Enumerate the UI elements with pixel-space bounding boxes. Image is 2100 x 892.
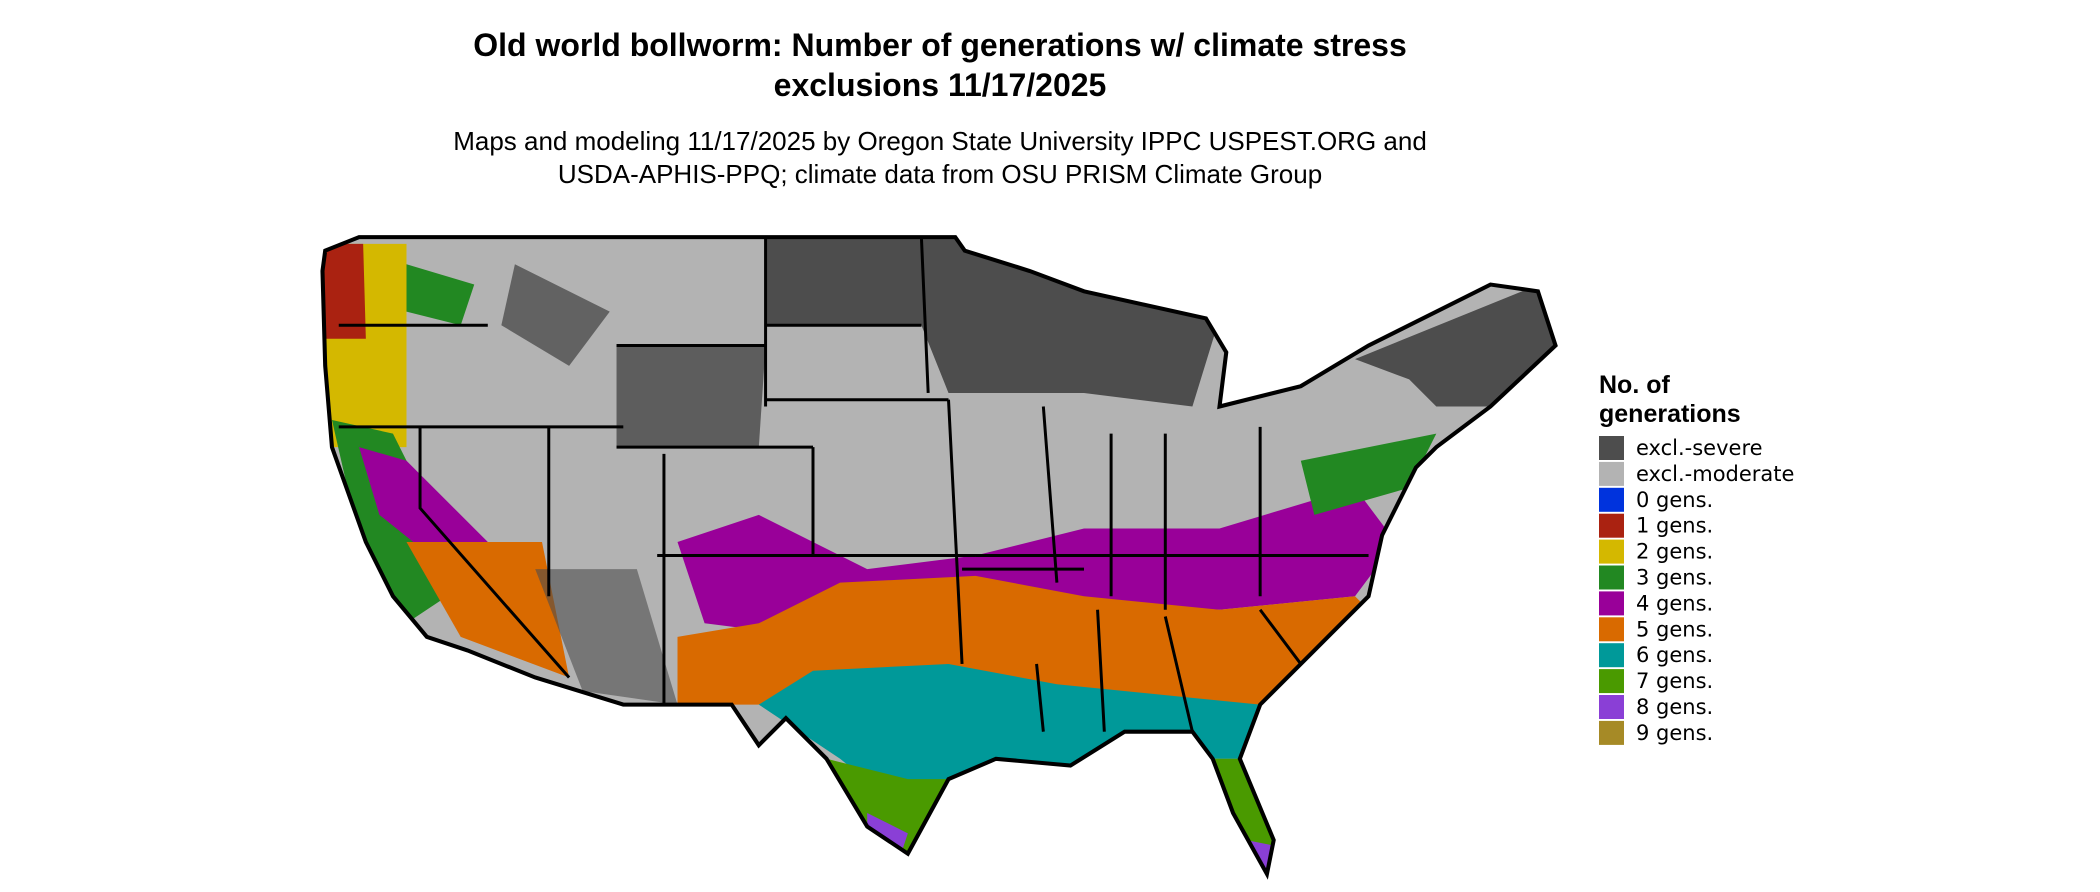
legend-swatch xyxy=(1599,643,1624,668)
legend-swatch xyxy=(1599,669,1624,694)
legend-label: 8 gens. xyxy=(1636,695,1713,719)
map xyxy=(320,235,1558,880)
legend-label: 7 gens. xyxy=(1636,669,1713,693)
subtitle: Maps and modeling 11/17/2025 by Oregon S… xyxy=(453,126,1427,156)
legend-swatch xyxy=(1599,720,1624,745)
legend-label: 0 gens. xyxy=(1636,488,1713,512)
title: exclusions 11/17/2025 xyxy=(774,67,1107,103)
legend-swatch xyxy=(1599,539,1624,564)
legend-label: 3 gens. xyxy=(1636,566,1713,590)
legend-label: excl.-moderate xyxy=(1636,462,1794,486)
legend-label: excl.-severe xyxy=(1636,436,1763,460)
legend-title: generations xyxy=(1599,400,1741,428)
legend-label: 5 gens. xyxy=(1636,617,1713,641)
legend-label: 1 gens. xyxy=(1636,514,1713,538)
legend-swatch xyxy=(1599,565,1624,590)
legend-label: 2 gens. xyxy=(1636,540,1713,564)
title: Old world bollworm: Number of generation… xyxy=(473,27,1407,63)
subtitle: USDA-APHIS-PPQ; climate data from OSU PR… xyxy=(558,159,1322,189)
legend-swatch xyxy=(1599,617,1624,642)
legend-swatch xyxy=(1599,461,1624,486)
legend-swatch xyxy=(1599,487,1624,512)
legend-swatch xyxy=(1599,436,1624,460)
legend: No. of generations excl.-severeexcl.-mod… xyxy=(1599,371,1794,745)
legend-label: 6 gens. xyxy=(1636,643,1713,667)
legend-swatch xyxy=(1599,695,1624,719)
legend-swatch xyxy=(1599,513,1624,538)
legend-label: 4 gens. xyxy=(1636,591,1713,615)
legend-title: No. of xyxy=(1599,371,1670,399)
legend-label: 9 gens. xyxy=(1636,721,1713,745)
legend-swatch xyxy=(1599,591,1624,616)
